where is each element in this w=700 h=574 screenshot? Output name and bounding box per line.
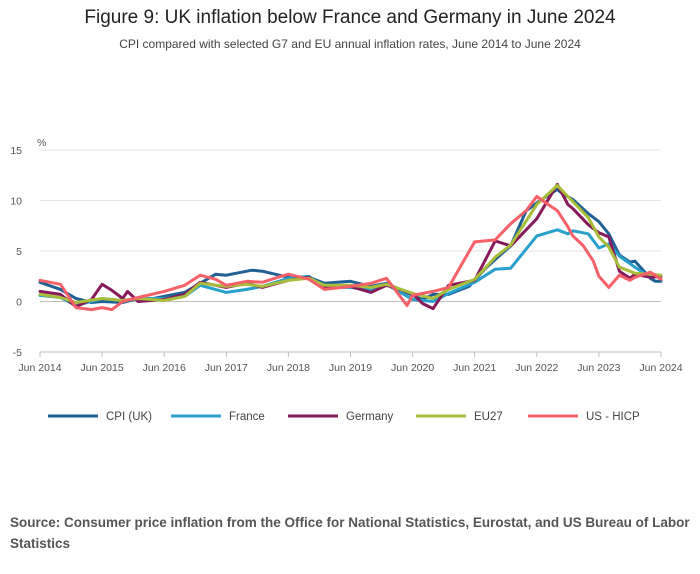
source-note: Source: Consumer price inflation from th… — [10, 515, 690, 551]
chart-subtitle: CPI compared with selected G7 and EU ann… — [119, 37, 581, 51]
legend-label: Germany — [346, 411, 394, 423]
y-tick-label: 5 — [16, 246, 22, 258]
y-axis-unit-label: % — [37, 137, 46, 149]
legend: CPI (UK) France Germany EU27 US - HICP — [48, 411, 640, 423]
x-tick-label: Jun 2015 — [80, 362, 123, 374]
axes: -5 0 5 10 15% Jun 2014 Jun 2015 Jun 2016 Jun 201… — [10, 137, 682, 374]
x-tick-label: Jun 2022 — [515, 362, 558, 374]
gridlines — [40, 149, 661, 353]
y-tick-label: 15 — [10, 145, 22, 157]
legend-label: US - HICP — [586, 411, 640, 423]
series-line-eu27 — [38, 183, 663, 304]
series-line-germany — [38, 182, 663, 311]
y-tick-label: 0 — [16, 297, 22, 309]
y-tick-label: -5 — [13, 347, 22, 359]
x-tick-label: Jun 2024 — [639, 362, 682, 374]
x-tick-label: Jun 2023 — [577, 362, 620, 374]
legend-label: EU27 — [474, 411, 503, 423]
x-tick-label: Jun 2014 — [18, 362, 61, 374]
legend-label: France — [229, 411, 265, 423]
x-tick-label: Jun 2021 — [453, 362, 496, 374]
legend-label: CPI (UK) — [106, 411, 152, 423]
x-tick-label: Jun 2017 — [205, 362, 248, 374]
series-layer — [38, 182, 663, 312]
line-chart: -5 0 5 10 15% Jun 2014 Jun 2015 Jun 2016 Jun 201… — [10, 137, 682, 423]
chart-title: Figure 9: UK inflation below France and … — [84, 7, 616, 28]
x-tick-label: Jun 2018 — [267, 362, 310, 374]
series-line-us-hicp — [38, 195, 663, 312]
x-tick-label: Jun 2020 — [391, 362, 434, 374]
x-tick-label: Jun 2016 — [143, 362, 186, 374]
y-tick-label: 10 — [10, 196, 22, 208]
series-line-france — [38, 228, 663, 307]
x-tick-label: Jun 2019 — [329, 362, 372, 374]
